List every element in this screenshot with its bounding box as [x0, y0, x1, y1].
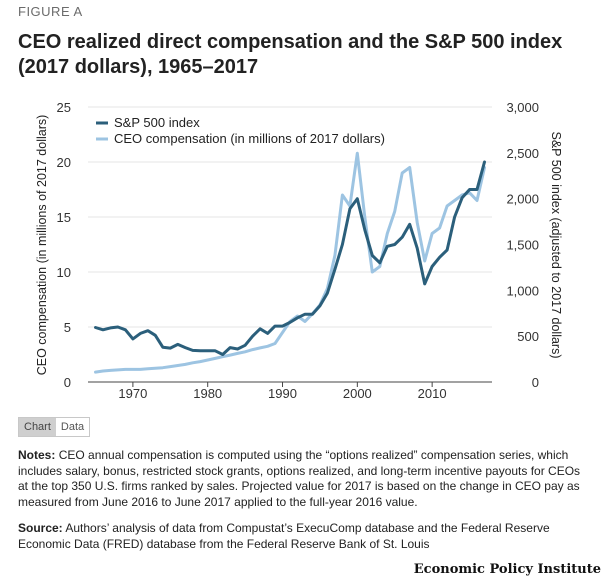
tab-chart[interactable]: Chart [19, 418, 56, 436]
legend-label: S&P 500 index [114, 115, 200, 130]
source-label: Source: [18, 521, 63, 535]
notes-text: CEO annual compensation is computed usin… [18, 448, 581, 509]
y-tick-right: 3,000 [506, 100, 539, 115]
view-toggle: Chart Data [18, 417, 91, 437]
gridlines [88, 106, 492, 328]
x-tick-label: 2010 [418, 386, 447, 401]
y-axis-label-left: CEO compensation (in millions of 2017 do… [35, 115, 49, 376]
notes: Notes: CEO annual compensation is comput… [18, 448, 590, 510]
x-tick-label: 2000 [343, 386, 372, 401]
y-tick-right: 0 [532, 375, 539, 390]
source: Source: Authors’ analysis of data from C… [18, 521, 590, 552]
y-tick-left: 25 [57, 100, 71, 115]
y-tick-left: 20 [57, 155, 71, 170]
figure-label: FIGURE A [18, 4, 83, 19]
axes: 0 5 10 15 20 25 0 500 1,000 1,500 2,000 2,500 3,000 1… [57, 100, 539, 401]
brand-logo: Economic Policy Institute [413, 562, 601, 577]
y-tick-right: 500 [517, 329, 539, 344]
notes-label: Notes: [18, 448, 56, 462]
y-tick-left: 15 [57, 210, 71, 225]
series-line-ceo-compensation [94, 151, 486, 374]
y-tick-left: 5 [64, 320, 71, 335]
y-tick-right: 1,500 [506, 238, 539, 253]
x-tick-label: 1980 [193, 386, 222, 401]
x-tick-label: 1970 [118, 386, 147, 401]
tab-data[interactable]: Data [55, 418, 90, 436]
x-tick-label: 1990 [268, 386, 297, 401]
y-axis-label-right: S&P 500 index (adjusted to 2017 dollars) [549, 131, 563, 358]
series-line-sp500 [94, 160, 486, 356]
source-text: Authors’ analysis of data from Compustat… [18, 521, 550, 551]
y-tick-left: 10 [57, 265, 71, 280]
y-tick-right: 1,000 [506, 283, 539, 298]
chart-title: CEO realized direct compensation and the… [18, 31, 563, 78]
series [94, 151, 486, 374]
legend-label: CEO compensation (in millions of 2017 do… [114, 131, 385, 146]
y-tick-right: 2,500 [506, 146, 539, 161]
y-tick-right: 2,000 [506, 192, 539, 207]
y-tick-left: 0 [64, 375, 71, 390]
